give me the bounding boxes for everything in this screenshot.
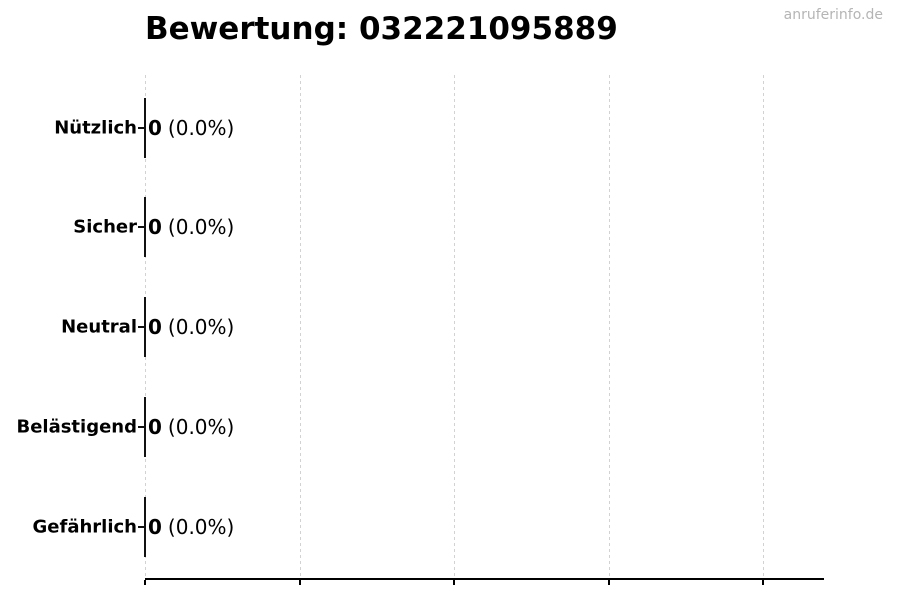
x-gridline: [608, 75, 610, 579]
bar-value-percent: (0.0%): [167, 116, 235, 140]
x-axis-tick: [762, 580, 764, 585]
bar-value-percent: (0.0%): [167, 415, 235, 439]
bar-value-count: 0: [148, 116, 162, 140]
category-label: Gefährlich: [32, 516, 137, 538]
x-gridline: [454, 75, 455, 579]
x-axis-line: [145, 578, 824, 580]
chart-title: Bewertung: 032221095889: [145, 11, 618, 47]
bar-value-label: 0 (0.0%): [148, 415, 234, 439]
x-gridline: [299, 75, 301, 579]
bar-value-count: 0: [148, 315, 162, 339]
bar-value-count: 0: [148, 515, 162, 539]
bar-value-percent: (0.0%): [167, 515, 235, 539]
y-axis-tick: [138, 326, 144, 328]
watermark-text: anruferinfo.de: [783, 7, 883, 23]
bar-zero-width: [144, 197, 146, 257]
bar-value-label: 0 (0.0%): [148, 116, 234, 140]
y-axis-tick: [138, 526, 144, 528]
bar-value-label: 0 (0.0%): [148, 515, 234, 539]
x-axis-tick: [144, 580, 146, 585]
category-label: Sicher: [73, 216, 137, 238]
bar-zero-width: [144, 297, 146, 357]
bar-value-percent: (0.0%): [167, 315, 235, 339]
x-gridline: [763, 75, 764, 579]
bar-value-count: 0: [148, 215, 162, 239]
category-label: Belästigend: [16, 416, 137, 438]
y-axis-tick: [138, 127, 144, 129]
bar-zero-width: [144, 397, 146, 457]
bar-value-label: 0 (0.0%): [148, 315, 234, 339]
bar-value-label: 0 (0.0%): [148, 215, 234, 239]
bar-zero-width: [144, 497, 146, 557]
category-label: Neutral: [61, 316, 137, 338]
category-label: Nützlich: [54, 117, 137, 139]
bar-value-count: 0: [148, 415, 162, 439]
y-axis-tick: [138, 426, 144, 428]
x-axis-tick: [298, 580, 301, 585]
y-axis-tick: [138, 226, 144, 228]
x-axis-tick: [607, 580, 610, 585]
bar-value-percent: (0.0%): [167, 215, 235, 239]
bar-zero-width: [144, 98, 146, 158]
x-axis-tick: [453, 580, 455, 585]
